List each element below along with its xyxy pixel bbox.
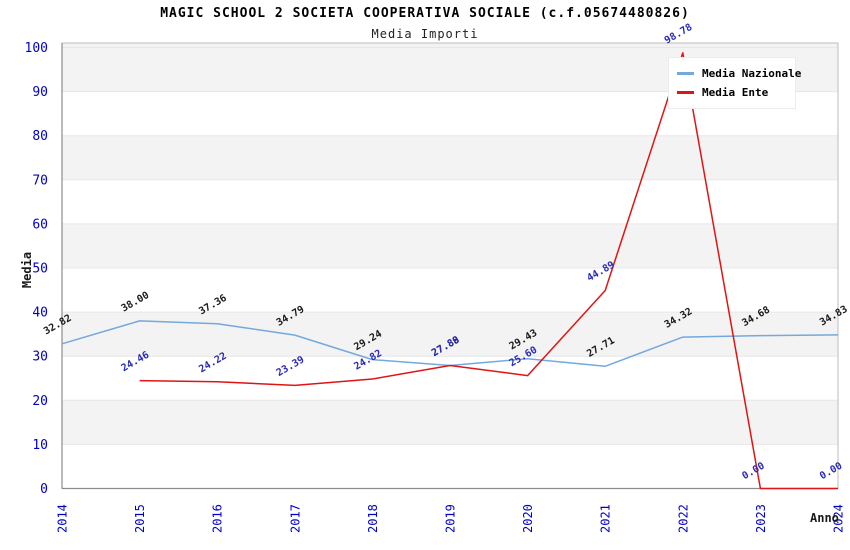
data-label: 0.00 <box>740 461 766 483</box>
x-tick-label: 2014 <box>56 504 70 533</box>
legend-line-swatch-nazionale-icon <box>677 72 694 75</box>
x-tick-label: 2017 <box>288 504 302 533</box>
series-line-media-ente <box>139 52 838 490</box>
plot-band <box>62 135 838 180</box>
y-tick-label: 40 <box>32 306 48 321</box>
data-label: 38.00 <box>120 290 152 315</box>
plot-band <box>62 400 838 445</box>
x-tick-label: 2021 <box>599 504 613 533</box>
y-tick-label: 60 <box>32 217 48 232</box>
y-tick-label: 30 <box>32 350 48 365</box>
y-axis-title: Media <box>20 252 34 288</box>
data-label: 23.39 <box>275 354 307 379</box>
x-tick-label: 2020 <box>521 504 535 533</box>
plot-band <box>62 312 838 357</box>
x-tick-label: 2023 <box>754 504 768 533</box>
y-tick-label: 90 <box>32 85 48 100</box>
legend-line-swatch-ente-icon <box>677 91 694 94</box>
chart-legend: Media Nazionale Media Ente <box>668 57 801 109</box>
y-tick-label: 80 <box>32 129 48 144</box>
x-tick-label: 2016 <box>211 504 225 533</box>
data-label: 0.00 <box>818 461 844 483</box>
legend-item-media-nazionale: Media Nazionale <box>677 64 801 83</box>
legend-item-media-ente: Media Ente <box>677 83 787 102</box>
chart-subtitle: Media Importi <box>371 27 479 41</box>
y-tick-label: 20 <box>32 394 48 409</box>
x-tick-label: 2022 <box>676 504 690 533</box>
x-axis-title: Anno <box>810 511 839 525</box>
y-tick-label: 70 <box>32 173 48 188</box>
x-tick-label: 2018 <box>366 504 380 533</box>
chart-title: MAGIC SCHOOL 2 SOCIETA COOPERATIVA SOCIA… <box>160 6 690 21</box>
x-tick-label: 2024 <box>832 504 846 533</box>
y-tick-label: 100 <box>25 41 48 56</box>
x-tick-label: 2019 <box>444 504 458 533</box>
y-tick-label: 50 <box>32 262 48 277</box>
y-tick-label: 10 <box>32 438 48 453</box>
legend-label: Media Nazionale <box>702 67 802 80</box>
x-tick-label: 2015 <box>133 504 147 533</box>
y-tick-label: 0 <box>40 482 48 497</box>
plot-band <box>62 223 838 268</box>
legend-label: Media Ente <box>702 86 769 99</box>
